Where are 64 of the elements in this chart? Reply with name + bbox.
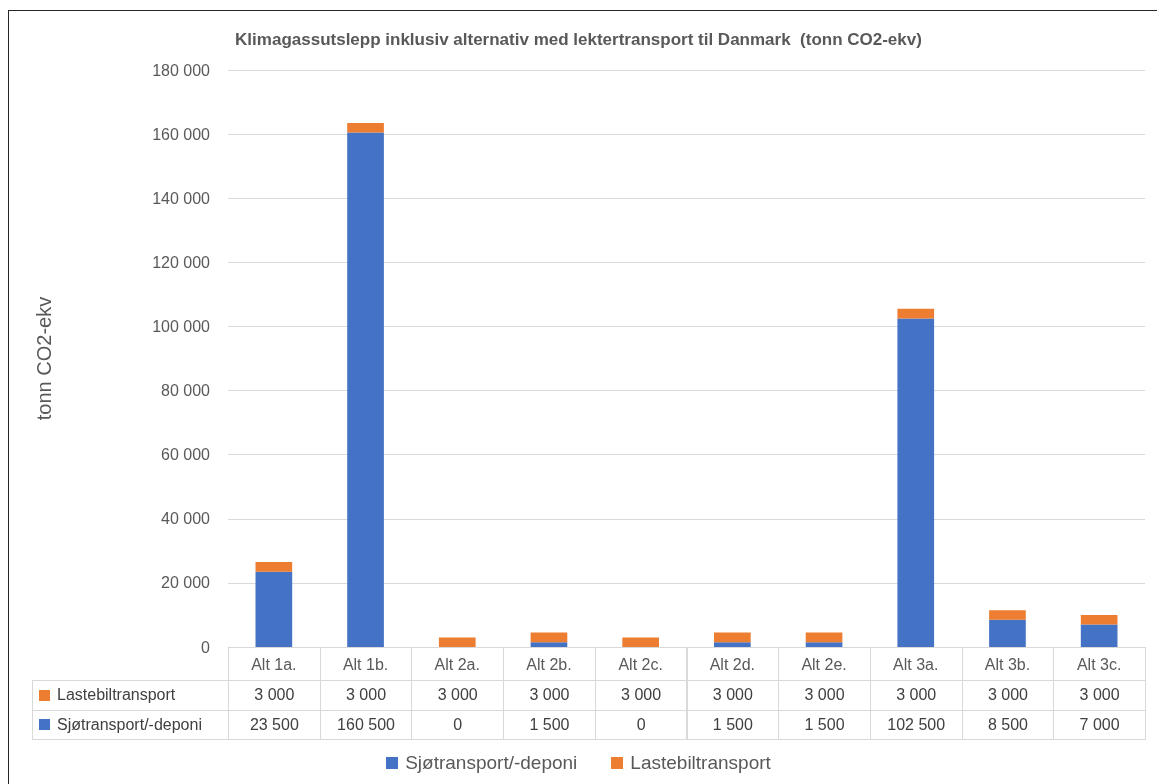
data-label: 160 500 <box>337 715 395 734</box>
data-label: 3 000 <box>254 686 295 705</box>
bar <box>530 632 568 643</box>
bar <box>989 610 1026 620</box>
y-tick-label: 120 000 <box>152 253 211 271</box>
x-tick-label: Alt 2e. <box>801 655 847 673</box>
data-label: 3 000 <box>621 686 662 705</box>
data-label: 0 <box>453 715 463 734</box>
y-tick-label: 60 000 <box>161 446 211 464</box>
bar <box>255 562 293 572</box>
bar <box>897 318 935 647</box>
x-tick-label: Alt 1a. <box>251 655 297 673</box>
x-tick-label: Alt 3a. <box>893 655 939 673</box>
bar <box>347 122 384 133</box>
data-label: 3 000 <box>896 686 937 705</box>
text: Sjøtransport/-deponi <box>405 752 578 773</box>
text: Lastebiltransport <box>630 752 771 773</box>
bar <box>897 308 935 319</box>
bar <box>347 132 384 647</box>
x-tick-label: Alt 2d. <box>709 655 756 673</box>
y-tick-label: 100 000 <box>152 317 211 335</box>
data-label: 3 000 <box>1079 686 1120 705</box>
x-tick-label: Alt 3c. <box>1076 655 1122 673</box>
data-label: 3 000 <box>987 686 1028 705</box>
data-label: 0 <box>636 715 646 734</box>
data-label: 8 500 <box>987 715 1028 734</box>
data-label: 3 000 <box>437 686 478 705</box>
legend-label: Lastebiltransport <box>57 686 176 705</box>
data-label: 3 000 <box>712 686 753 705</box>
bar <box>1080 624 1118 647</box>
y-tick-label: 0 <box>201 638 211 656</box>
bar <box>805 632 843 643</box>
x-tick-label: Alt 1b. <box>342 655 389 673</box>
bar <box>989 619 1026 647</box>
y-tick-label: 140 000 <box>152 189 211 207</box>
y-tick-label: 160 000 <box>152 125 211 143</box>
bar <box>805 642 843 647</box>
bar <box>255 571 293 647</box>
bar <box>530 642 568 647</box>
y-tick-label: 40 000 <box>161 510 211 528</box>
data-label: 7 000 <box>1079 715 1120 734</box>
bar <box>1080 614 1118 625</box>
data-label: 102 500 <box>887 715 946 734</box>
x-tick-label: Alt 2a. <box>434 655 480 673</box>
bar <box>714 632 751 643</box>
data-label: 1 500 <box>804 715 845 734</box>
data-label: 1 500 <box>712 715 753 734</box>
data-label: 23 500 <box>249 715 299 734</box>
x-tick-label: Alt 2c. <box>618 655 663 673</box>
bar <box>714 642 751 647</box>
chart-title: Klimagassutslepp inklusiv alternativ med lektertransport til Danmark (tonn CO2-ekv) <box>235 30 922 49</box>
bar <box>438 637 476 647</box>
y-axis-title: tonn CO2-ekv <box>33 296 55 421</box>
y-tick-label: 180 000 <box>152 61 211 79</box>
data-label: 1 500 <box>529 715 570 734</box>
data-label: 3 000 <box>804 686 845 705</box>
data-label: 3 000 <box>346 686 387 705</box>
data-label: 3 000 <box>529 686 570 705</box>
x-tick-label: Alt 3b. <box>984 655 1031 673</box>
y-tick-label: 80 000 <box>161 382 211 400</box>
x-tick-label: Alt 2b. <box>526 655 572 673</box>
legend-label: Sjøtransport/-deponi <box>57 715 202 734</box>
bar <box>622 637 659 647</box>
y-tick-label: 20 000 <box>161 574 211 592</box>
